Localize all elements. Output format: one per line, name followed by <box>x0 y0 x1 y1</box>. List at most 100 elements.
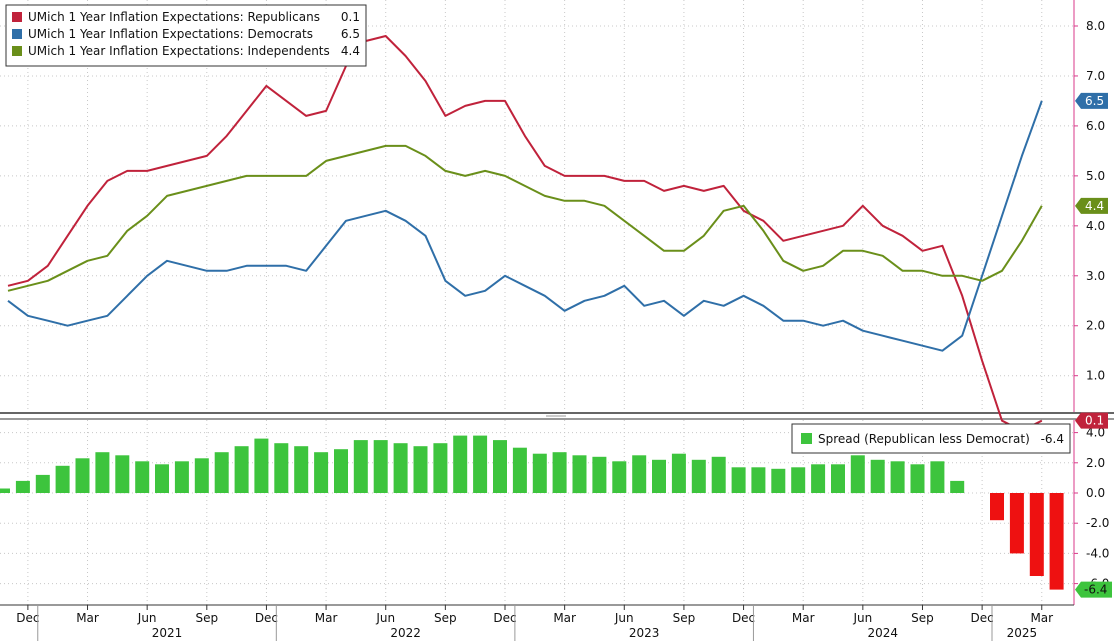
spread-bar <box>990 493 1004 521</box>
spread-bar <box>453 435 468 493</box>
legend-swatch <box>12 46 22 56</box>
last-value-tag: 4.4 <box>1075 197 1108 214</box>
spread-bar <box>612 461 627 493</box>
spread-bar <box>254 438 269 493</box>
spread-bar <box>95 452 110 493</box>
spread-bar <box>433 443 448 493</box>
spread-bar <box>950 480 965 493</box>
tag-value: -6.4 <box>1084 583 1107 597</box>
x-tick-label: Mar <box>315 611 338 625</box>
tag-value: 6.5 <box>1085 94 1104 108</box>
spread-bar <box>55 465 70 493</box>
y-tick-label: -2.0 <box>1086 516 1109 530</box>
legend-box <box>791 423 1071 454</box>
legend-value: 0.1 <box>341 10 360 24</box>
x-tick-label: Mar <box>553 611 576 625</box>
spread-bar <box>771 468 786 493</box>
spread-bar <box>353 440 368 493</box>
spread-bar <box>751 467 766 493</box>
spread-bar <box>194 458 209 493</box>
tag-shape <box>1075 581 1112 598</box>
spread-bar <box>75 458 90 493</box>
x-tick-label: Mar <box>792 611 815 625</box>
tag-shape <box>1075 197 1108 214</box>
x-tick-label: Mar <box>76 611 99 625</box>
spread-bar <box>135 461 150 493</box>
y-tick-label: 4.0 <box>1086 426 1105 440</box>
x-tick-label: Jun <box>614 611 634 625</box>
spread-bar <box>373 440 388 493</box>
x-tick-label: Dec <box>971 611 994 625</box>
y-tick-label: 1.0 <box>1086 369 1105 383</box>
x-tick-label: Sep <box>673 611 696 625</box>
x-tick-label: Jun <box>852 611 872 625</box>
y-tick-label: 5.0 <box>1086 169 1105 183</box>
spread-bar <box>274 443 289 493</box>
x-axis: Dec Mar Jun Sep Dec Mar Jun Sep Dec Mar Jun Sep Dec M… <box>0 604 1074 641</box>
spread-bar <box>493 440 507 493</box>
x-year-label: 2023 <box>629 626 660 640</box>
last-value-tag: -6.4 <box>1075 581 1112 598</box>
spread-bar <box>652 459 666 493</box>
y-tick-label: 8.0 <box>1086 19 1105 33</box>
spread-bar <box>15 480 30 493</box>
spread-bar <box>393 443 408 493</box>
legend-value: 4.4 <box>341 44 360 58</box>
spread-bar <box>532 453 547 493</box>
x-tick-label: Sep <box>195 611 218 625</box>
series-line-independents <box>7 144 1043 292</box>
spread-bar <box>632 455 647 494</box>
y-tick-label: 0.0 <box>1086 486 1105 500</box>
spread-bar <box>552 452 567 493</box>
x-tick-label: Dec <box>255 611 278 625</box>
x-year-label: 2025 <box>1007 626 1038 640</box>
legend-label: Spread (Republican less Democrat) <box>818 432 1030 446</box>
y-tick-label: 2.0 <box>1086 319 1105 333</box>
legend-label: UMich 1 Year Inflation Expectations: Ind… <box>28 44 330 58</box>
legend-swatch <box>12 12 22 22</box>
x-tick-label: Mar <box>1030 611 1053 625</box>
spread-bar <box>711 456 726 493</box>
spread-bar <box>512 447 527 493</box>
spread-bar <box>691 459 706 493</box>
spread-bar <box>334 449 348 493</box>
spread-bar <box>1009 493 1024 554</box>
spread-bar <box>890 461 905 493</box>
spread-bar <box>910 464 925 493</box>
series-line-republicans <box>7 35 1043 432</box>
y-tick-label: 3.0 <box>1086 269 1105 283</box>
x-tick-label: Sep <box>911 611 934 625</box>
y-tick-label: -4.0 <box>1086 546 1109 560</box>
y-tick-label: 2.0 <box>1086 456 1105 470</box>
y-tick-label: 7.0 <box>1086 69 1105 83</box>
spread-bar <box>314 452 329 493</box>
last-value-tag: 0.1 <box>1075 412 1108 429</box>
spread-bar <box>811 464 826 493</box>
spread-bar <box>1029 493 1044 576</box>
y-tick-label: 4.0 <box>1086 219 1105 233</box>
spread-bar <box>35 474 50 493</box>
legend-swatch <box>12 29 22 39</box>
spread-bar <box>572 455 587 494</box>
x-tick-label: Jun <box>375 611 395 625</box>
legend-label: UMich 1 Year Inflation Expectations: Dem… <box>28 27 313 41</box>
x-tick-label: Dec <box>493 611 516 625</box>
spread-bar <box>214 452 229 493</box>
y-tick-label: 6.0 <box>1086 119 1105 133</box>
spread-bar <box>791 467 806 493</box>
x-tick-label: Jun <box>137 611 157 625</box>
tag-shape <box>1075 92 1108 109</box>
legend-box <box>5 4 367 67</box>
bottom-legend: Spread (Republican less Democrat) -6.4 <box>791 423 1071 454</box>
tag-shape <box>1075 412 1108 429</box>
spread-bar <box>234 446 249 493</box>
x-tick-label: Dec <box>16 611 39 625</box>
top-grid <box>0 0 1074 412</box>
last-value-tag: 6.5 <box>1075 92 1108 109</box>
legend-swatch <box>801 433 812 444</box>
x-year-label: 2022 <box>390 626 421 640</box>
legend-value: 6.5 <box>341 27 360 41</box>
spread-bar <box>115 455 130 494</box>
